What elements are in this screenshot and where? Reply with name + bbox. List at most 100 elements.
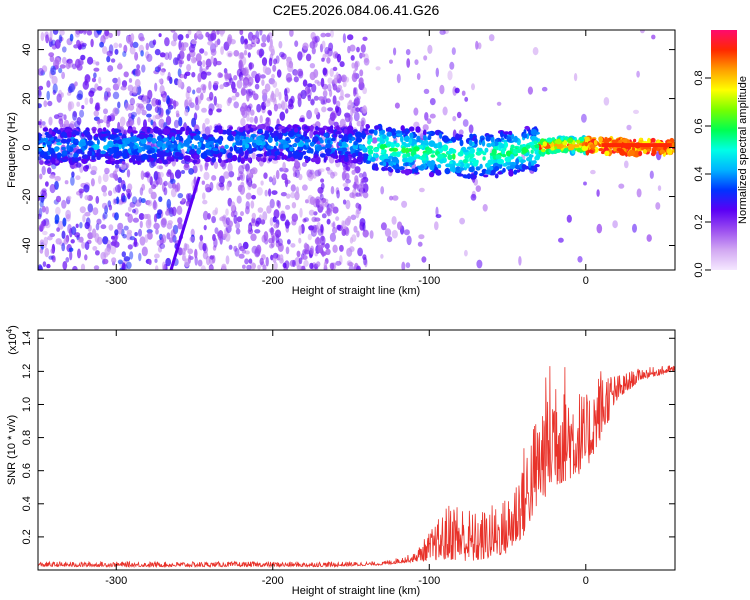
spectrogram-cell: [50, 65, 56, 76]
spectrogram-cell: [261, 79, 265, 86]
spectrogram-cell: [208, 108, 213, 116]
spectrogram-cell: [290, 191, 296, 199]
spectrogram-ridge-cell: [667, 148, 673, 156]
spectrogram-ridge-cell: [462, 174, 470, 179]
spectrogram-cell: [271, 159, 279, 165]
spectrogram-ridge-cell: [132, 150, 138, 156]
spectrogram-cell: [160, 68, 166, 73]
spectrogram-cell: [393, 47, 397, 56]
spectrogram-ridge-cell: [240, 135, 244, 140]
spectrogram-ridge-cell: [263, 132, 270, 140]
spectrogram-cell: [38, 121, 42, 126]
spectrogram-cell: [158, 196, 163, 203]
spectrogram-cell: [61, 199, 67, 209]
spectrogram-cell: [106, 240, 112, 250]
spectrogram-cell: [624, 160, 629, 169]
spectrogram-cell: [302, 184, 308, 191]
spectrogram-cell: [220, 46, 225, 55]
spectrogram-cell: [123, 44, 128, 54]
spectrogram-cell: [442, 106, 448, 116]
spectrogram-cell: [131, 114, 135, 120]
spectrogram-cell: [347, 34, 354, 41]
spectrogram-ridge-cell: [295, 133, 302, 137]
spectrogram-ridge-cell: [500, 130, 504, 138]
spectrogram-cell: [342, 182, 349, 188]
spectrogram-ridge-cell: [141, 153, 148, 160]
spectrogram-ridge-cell: [483, 174, 489, 178]
spectrogram-ridge-cell: [185, 130, 189, 136]
spectrogram-cells: [38, 30, 675, 270]
spectrogram-cell: [178, 59, 183, 68]
spectrogram-ridge-cell: [113, 152, 117, 159]
spectrogram-cell: [38, 103, 42, 109]
spectrogram-cell: [244, 258, 249, 265]
spectrogram-cell: [64, 180, 69, 185]
spectrogram-cell: [233, 214, 238, 224]
spectrogram-cell: [358, 181, 364, 192]
spectrogram-ridge-cell: [469, 162, 473, 166]
spectrogram-cell: [349, 44, 356, 52]
spectrogram-ridge-cell: [198, 142, 202, 147]
spectrogram-cell: [308, 209, 315, 216]
spectrogram-cell: [278, 40, 283, 49]
spectrogram-ridge-cell: [205, 149, 211, 153]
spectrogram-cell: [203, 224, 207, 231]
spectrogram-ridge-cell: [578, 136, 585, 142]
spectrogram-cell: [86, 30, 93, 36]
spectrogram-cell: [159, 243, 166, 250]
spectrogram-cell: [161, 234, 167, 244]
spectrogram-cell: [41, 121, 46, 126]
spectrogram-ridge-cell: [392, 163, 398, 170]
spectrogram-ridge-cell: [38, 133, 42, 140]
spectrogram-cell: [91, 165, 98, 173]
spectrogram-cell: [233, 75, 238, 81]
spectrogram-cell: [265, 256, 269, 267]
spectrogram-cell: [236, 216, 243, 223]
spectrogram-cell: [269, 198, 275, 209]
spectrogram-cell: [263, 172, 268, 179]
spectrogram-ridge-cell: [81, 157, 88, 164]
spectrogram-ridge-cell: [278, 125, 286, 130]
spectrogram-cell: [633, 109, 639, 114]
spectrogram-cell: [332, 66, 338, 72]
spectrogram-cell: [79, 206, 86, 214]
spectrogram-cell: [43, 236, 48, 246]
spectrogram-cell: [38, 156, 42, 161]
spectrogram-ridge-cell: [405, 147, 410, 155]
spectrogram-ridge-cell: [404, 135, 410, 142]
x-tick-label: -300: [105, 575, 127, 587]
spectrogram-cell: [329, 112, 336, 122]
spectrogram-cell: [195, 96, 199, 106]
spectrogram-ridge-cell: [452, 153, 456, 160]
y-tick-label: 0.4: [21, 496, 33, 511]
spectrogram-cell: [423, 55, 428, 61]
spectrogram-cell: [117, 76, 121, 87]
spectrogram-cell: [309, 71, 316, 81]
spectrogram-cell: [95, 195, 100, 204]
spectrogram-ridge-cell: [208, 136, 216, 141]
colorbar-tick-label: 0.4: [693, 166, 705, 181]
spectrogram-ridge-cell: [289, 154, 294, 158]
spectrogram-ridge-cell: [237, 156, 241, 163]
spectrogram-ridge-cell: [310, 157, 317, 163]
spectrogram-cell: [100, 251, 107, 261]
colorbar-tick-label: 0.2: [693, 214, 705, 229]
spectrogram-ridge-cell: [239, 139, 243, 146]
spectrogram-cell: [44, 247, 50, 258]
spectrogram-cell: [380, 254, 384, 259]
spectrogram-ridge-cell: [528, 129, 532, 136]
spectrogram-ridge-cell: [562, 140, 568, 146]
spectrogram-cell: [360, 181, 364, 187]
spectrogram-cell: [154, 48, 161, 56]
spectrogram-ridge-cell: [612, 146, 617, 152]
spectrogram-cell: [138, 213, 145, 220]
spectrogram-ridge-cell: [628, 149, 635, 157]
spectrogram-cell: [341, 228, 347, 236]
spectrogram-cell: [197, 73, 202, 83]
spectrogram-cell: [41, 165, 46, 176]
spectrogram-cell: [303, 217, 309, 222]
spectrogram-cell: [211, 175, 217, 181]
spectrogram-ridge-cell: [386, 131, 393, 137]
spectrogram-cell: [311, 47, 316, 55]
spectrogram-ridge-cell: [437, 164, 442, 169]
